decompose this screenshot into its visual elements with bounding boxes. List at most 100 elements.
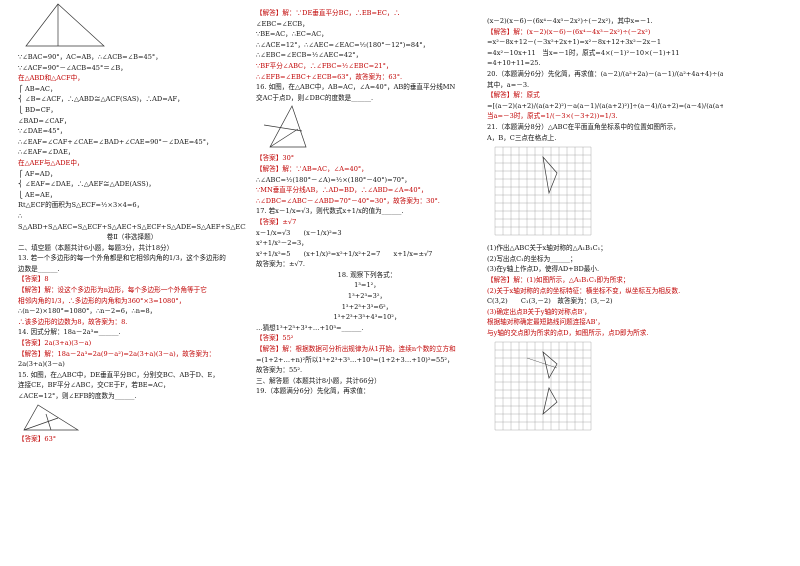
text-line: 其中，a=－3.	[487, 80, 530, 89]
triangle-figure	[25, 3, 105, 47]
text-line: ∠BAD=∠CAF，	[18, 116, 71, 125]
text-line: 交AC于点D，则∠DBC的度数是______.	[256, 93, 374, 102]
text-line: ⎩ AE=AE，	[18, 190, 57, 199]
text-line: 连接CE，BF平分∠ABC，交CE于F，若BE=AC，	[18, 381, 170, 390]
text-line: (x－2)(x－6)－(6x⁴－4x³－2x²)÷(－2x²)，其中x=－1.	[487, 17, 653, 25]
text-line: (3)确定出点B关于y轴的对称点B'，	[487, 307, 591, 316]
text-line: ∵BF平分∠ABC，∴∠FBC=½∠EBC=21°，	[256, 61, 393, 70]
text-line: ⎩ BD=CF，	[18, 105, 57, 114]
text-line: 三、解答题（本题共计8小题，共计66分）	[256, 376, 381, 385]
text-line: ∴∠ACE=12°，∴∠AEC=∠EAC=½(180°－12°)=84°，	[256, 40, 430, 49]
text-line: S△ABD+S△AEC=S△ECF+S△AEC+S△ECF+S△ADE=S△AE…	[18, 222, 246, 231]
text-line: 【解答】解：根据数据可分析出规律为从1开始，连续n个数的立方和	[256, 345, 456, 354]
text-line: 【解答】解：(x－2)(x－6)－(6x⁴－4x³－2x²)÷(－2x²)	[487, 27, 651, 36]
text-line: ⎧ AB=AC，	[18, 84, 57, 93]
text-line: 【答案】8	[18, 275, 49, 284]
section: 【答案】30° 【解答】解：∵AB=AC，∠A=40°， ∴∠ABC=½(180°－…	[256, 153, 478, 397]
text-line: ∴∠EBC=∠ECB=½∠AEC=42°，	[256, 51, 363, 60]
text-line: ∵∠DAE=45°，	[18, 127, 67, 136]
text-line: (2)关于x轴对称的点的坐标特征：横坐标不变，纵坐标互为相反数.	[487, 286, 681, 295]
text-line: x²+1/x²=5 (x+1/x)²=x²+1/x²+2=7 x+1/x=±√7	[256, 249, 433, 258]
text-line: 16. 如图，在△ABC中，AB=AC，∠A=40°，AB的垂直平分线MN	[256, 83, 456, 92]
text-line: 当a=－3时，原式=1/(－3×(－3+2))=1/3.	[487, 112, 618, 121]
text-line: =x²－8x+12－(－3x²+2x+1)=x²－8x+12+3x²－2x－1	[487, 38, 662, 47]
text-line: 19.（本题满分6分）先化简，再求值：	[256, 387, 370, 396]
text-line: C(3,2) C₁(3,－2) 故答案为：(3,－2)	[487, 297, 613, 306]
text-line: ∴	[18, 211, 23, 220]
text-line: 边数是______.	[18, 264, 60, 273]
text-line: 【解答】解：∵DE垂直平分BC，∴EB=EC，∴	[256, 9, 401, 17]
text-line: =4x²－10x+11 当x=－1时，原式=4×(－1)²－10×(－1)+11	[487, 48, 680, 57]
text-line: 13. 若一个多边形的每一个外角都是和它相邻内角的1/3，这个多边形的	[18, 254, 226, 263]
text-line: 14. 因式分解：18a－2a³=______.	[18, 328, 121, 337]
text-line: 在△ABD和△ACF中，	[18, 74, 84, 83]
text-line: 故答案为：±√7.	[256, 260, 305, 269]
text-line: (1)作出△ABC关于x轴对称的△A₁B₁C₁；	[487, 244, 607, 253]
text-line: ∴∠ABC=½(180°－∠A)=½×(180°－40°)=70°，	[256, 175, 411, 184]
text-line: (2)写出点C₁的坐标为______；	[487, 254, 577, 263]
text-line: 1³=1²，	[354, 281, 380, 290]
section: ∵∠BAC=90°，AC=AB，∴∠ACB=∠B=45°， ∵∠ACF=90°－∠…	[18, 52, 246, 402]
column: (x－2)(x－6)－(6x⁴－4x³－2x²)÷(－2x²)，其中x=－1. 【…	[487, 0, 723, 566]
text-line: ∴∠EAF=∠CAF+∠CAE=∠BAD+∠CAE=90°－∠DAE=45°，	[18, 137, 213, 146]
text-line: 2a(3+a)(3－a)	[18, 360, 65, 369]
text-line: 二、填空题（本题共计6小题，每题3分，共计18分）	[18, 243, 174, 252]
text-line: 21.（本题满分8分）△ABC在平面直角坐标系中的位置如图所示，	[487, 122, 680, 131]
triangle-figure	[23, 404, 80, 430]
column: ∵∠BAC=90°，AC=AB，∴∠ACB=∠B=45°， ∵∠ACF=90°－∠…	[18, 0, 246, 566]
text-line: 【答案】63°	[18, 434, 57, 443]
text-line: 在△AEF与△ADE中，	[18, 158, 84, 167]
text-line: ∵BE=AC，∴EC=AC，	[256, 30, 328, 39]
text-line: ∴(n－2)×180°=1080°，∴n－2=6，∴n=8，	[18, 307, 157, 316]
coordinate-grid	[494, 146, 592, 236]
text-line: x－1/x=√3 (x－1/x)²=3	[256, 228, 342, 237]
text-line: …猜想1³+2³+3³+…+10³=______.	[256, 323, 364, 332]
text-line: ⎧ AF=AD，	[18, 169, 57, 178]
text-line: 【答案】55²	[256, 334, 294, 343]
text-line: ∵∠ACF=90°－∠ACB=45°＝∠B，	[18, 63, 127, 72]
text-line: 【解答】解：∵AB=AC，∠A=40°，	[256, 164, 368, 173]
text-line: 故答案为：55².	[256, 366, 303, 375]
text-line: 【解答】解：原式	[487, 91, 540, 100]
text-line: 【解答】解：设这个多边形为n边形，每个多边形一个外角等于它	[18, 286, 207, 295]
text-line: 与y轴的交点即为所求的点D，如图所示，点D即为所求.	[487, 328, 649, 337]
section: (x－2)(x－6)－(6x⁴－4x³－2x²)÷(－2x²)，其中x=－1. 【…	[487, 16, 723, 143]
text-line: 【答案】30°	[256, 154, 295, 163]
text-line: =[(a－2)(a+2)/(a(a+2)²)－a(a－1)/(a(a+2)²)]…	[487, 101, 723, 110]
text-line: ∠EBC=∠ECB，	[256, 19, 309, 28]
section: 【解答】解：∵DE垂直平分BC，∴EB=EC，∴ ∠EBC=∠ECB， ∵BE=AC…	[256, 8, 478, 103]
text-line: 【答案】±√7	[256, 217, 297, 226]
text-line: ∴∠EFB=∠EBC+∠ECB=63°，故答案为：63°.	[256, 72, 403, 81]
text-line: Rt△ECF的面积为S△ECF=½×3×4=6，	[18, 201, 144, 210]
text-line: 18. 观察下列各式：	[337, 270, 397, 279]
text-line: A，B，C三点在格点上.	[487, 133, 557, 142]
text-line: 【解答】解：18a－2a³=2a(9－a²)=2a(3+a)(3－a)，故答案为…	[18, 349, 216, 358]
text-line: ∠ACE=12°，则∠EFB的度数为______.	[18, 392, 137, 400]
column: 【解答】解：∵DE垂直平分BC，∴EB=EC，∴ ∠EBC=∠ECB， ∵BE=AC…	[256, 0, 478, 566]
text-line: 【解答】解：(1)如图所示，△A₁B₁C₁即为所求；	[487, 275, 630, 284]
text-line: 1³+2³+3³=6²，	[341, 302, 393, 311]
text-line: =4+10+11=25.	[487, 59, 541, 68]
text-line: 卷Ⅱ（非选择题）	[106, 233, 158, 242]
text-line: 17. 若x－1/x=√3，则代数式x+1/x的值为______.	[256, 207, 404, 216]
text-line: ⎨ ∠EAF=∠DAE，∴△AEF≅△ADE(ASS)，	[18, 180, 155, 189]
section: 【答案】63°	[18, 434, 246, 445]
text-line: 1³+2³=3²，	[347, 292, 387, 301]
coordinate-grid	[494, 342, 592, 431]
text-line: 相邻内角的1/3，∴多边形的内角和为360°×3=1080°，	[18, 296, 186, 305]
text-line: ⎨ ∠B=∠ACF，∴△ABD≅△ACF(SAS)，∴AD=AF，	[18, 95, 184, 104]
text-line: ∴该多边形的边数为8，故答案为：8.	[18, 317, 128, 326]
text-line: ∵MN垂直平分线AB，∴AD=BD，∴∠ABD=∠A=40°，	[256, 186, 428, 195]
text-line: =(1+2+…+n)²所以1³+2³+3³…+10³=(1+2+3…+10)²=…	[256, 355, 454, 364]
text-line: ∴∠EAF=∠DAE，	[18, 148, 75, 157]
text-line: ∵∠BAC=90°，AC=AB，∴∠ACB=∠B=45°，	[18, 53, 162, 61]
text-line: 15. 如图，在△ABC中，DE垂直平分BC，分别交BC、AB于D、E，	[18, 370, 219, 379]
text-line: 1³+2³+3³+4³=10²，	[333, 313, 401, 322]
text-line: (3)在y轴上作点D，使得AD+BD最小.	[487, 265, 600, 274]
text-line: ∴∠DBC=∠ABC－∠ABD=70°－40°=30°，故答案为：30°.	[256, 196, 440, 205]
section: (1)作出△ABC关于x轴对称的△A₁B₁C₁； (2)写出点C₁的坐标为____…	[487, 243, 723, 338]
text-line: 【答案】2a(3+a)(3－a)	[18, 339, 92, 348]
text-line: x²+1/x²－2=3，	[256, 239, 308, 248]
triangle-figure	[263, 105, 307, 148]
